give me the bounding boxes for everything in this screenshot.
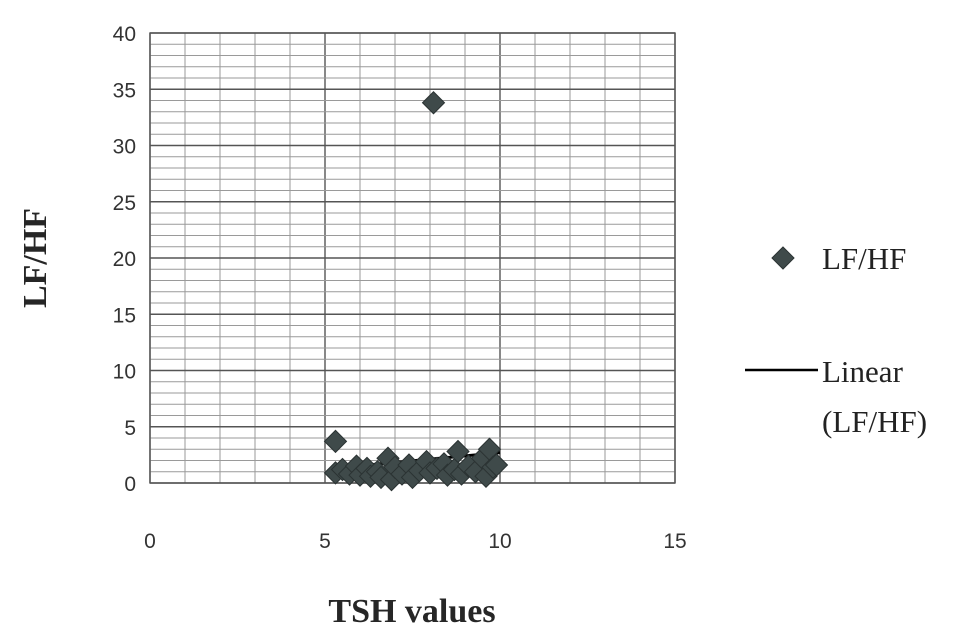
axis-ticks: 0 5 10 15 20 25 30 35 40 0 5 10 15 — [113, 23, 687, 553]
x-axis-title: TSH values — [328, 593, 495, 630]
y-tick-label: 30 — [113, 136, 136, 159]
y-tick-label: 10 — [113, 361, 136, 384]
y-tick-label: 0 — [124, 473, 136, 496]
data-point — [421, 91, 446, 115]
legend-label-linear: Linear (LF/HF) — [822, 354, 927, 439]
legend-label-line: (LF/HF) — [822, 404, 927, 439]
plot-grid — [149, 32, 676, 484]
y-tick-label: 20 — [113, 248, 136, 271]
legend-label-line: Linear — [822, 354, 904, 389]
data-points — [323, 91, 509, 492]
y-tick-label: 25 — [113, 192, 136, 215]
y-tick-label: 35 — [113, 79, 136, 102]
legend: LF/HF Linear (LF/HF) — [745, 241, 927, 439]
x-tick-label: 15 — [663, 530, 686, 553]
y-tick-label: 15 — [113, 304, 136, 327]
x-tick-label: 10 — [488, 530, 511, 553]
y-tick-label: 5 — [124, 417, 136, 440]
data-point — [484, 453, 509, 477]
data-point — [323, 429, 348, 454]
x-tick-label: 5 — [319, 530, 331, 553]
legend-marker-diamond — [771, 246, 795, 270]
legend-label-lfhf: LF/HF — [822, 241, 906, 276]
x-tick-label: 0 — [144, 530, 156, 553]
data-point — [446, 439, 470, 464]
y-axis-title: LF/HF — [17, 208, 54, 308]
y-tick-label: 40 — [113, 23, 136, 46]
